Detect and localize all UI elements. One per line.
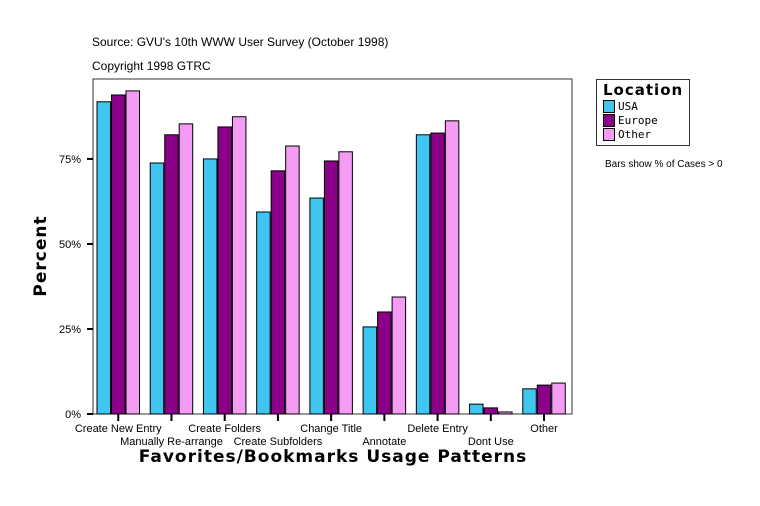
bar-other	[125, 90, 140, 415]
bar-usa	[469, 403, 484, 415]
legend: Location USA Europe Other	[596, 79, 690, 146]
bar-usa	[522, 388, 537, 415]
y-tick-label: 25%	[59, 324, 81, 336]
x-tick-label: Create New Entry	[75, 423, 162, 435]
bar-europe	[536, 384, 552, 415]
source-text: Source: GVU's 10th WWW User Survey (Octo…	[92, 35, 389, 49]
bar-europe	[430, 132, 445, 415]
bar-other	[444, 120, 460, 415]
bar-usa	[309, 197, 324, 415]
x-tick-label: Dont Use	[468, 436, 514, 448]
bar-other	[551, 382, 566, 415]
bar-europe	[377, 311, 392, 415]
legend-item-usa: USA	[603, 100, 638, 113]
bar-europe	[164, 134, 179, 415]
bar-europe	[111, 94, 126, 415]
x-tick-label: Annotate	[362, 436, 406, 448]
legend-title: Location	[603, 81, 684, 99]
bar-europe	[270, 170, 286, 415]
bar-other	[498, 411, 513, 415]
legend-item-europe: Europe	[603, 114, 658, 127]
bar-usa	[256, 211, 271, 415]
note-text: Bars show % of Cases > 0	[605, 159, 723, 170]
y-tick-label: 75%	[59, 154, 81, 166]
y-tick-label: 50%	[59, 239, 81, 251]
x-tick-label: Change Title	[300, 423, 362, 435]
bar-usa	[96, 101, 111, 415]
legend-item-other: Other	[603, 128, 651, 141]
copyright-text: Copyright 1998 GTRC	[92, 59, 211, 73]
x-tick-label: Delete Entry	[407, 423, 468, 435]
bar-europe	[483, 407, 499, 415]
bar-other	[178, 123, 194, 415]
bar-usa	[202, 158, 218, 415]
bar-usa	[149, 162, 165, 415]
bar-europe	[323, 160, 339, 415]
y-tick-label: 0%	[65, 409, 81, 421]
x-tick-label: Create Folders	[188, 423, 261, 435]
x-tick-label: Other	[530, 423, 558, 435]
x-tick-label: Create Subfolders	[234, 436, 323, 448]
bar-other	[391, 296, 407, 415]
x-axis-label: Favorites/Bookmarks Usage Patterns	[138, 447, 528, 467]
bar-other	[338, 151, 353, 415]
x-tick-label: Manually Re-arrange	[120, 436, 223, 448]
bar-europe	[217, 126, 232, 415]
bar-other	[231, 116, 247, 415]
bar-usa	[362, 326, 378, 415]
bar-usa	[415, 134, 431, 415]
bar-other	[285, 145, 300, 415]
y-axis-label: Percent	[31, 215, 51, 297]
